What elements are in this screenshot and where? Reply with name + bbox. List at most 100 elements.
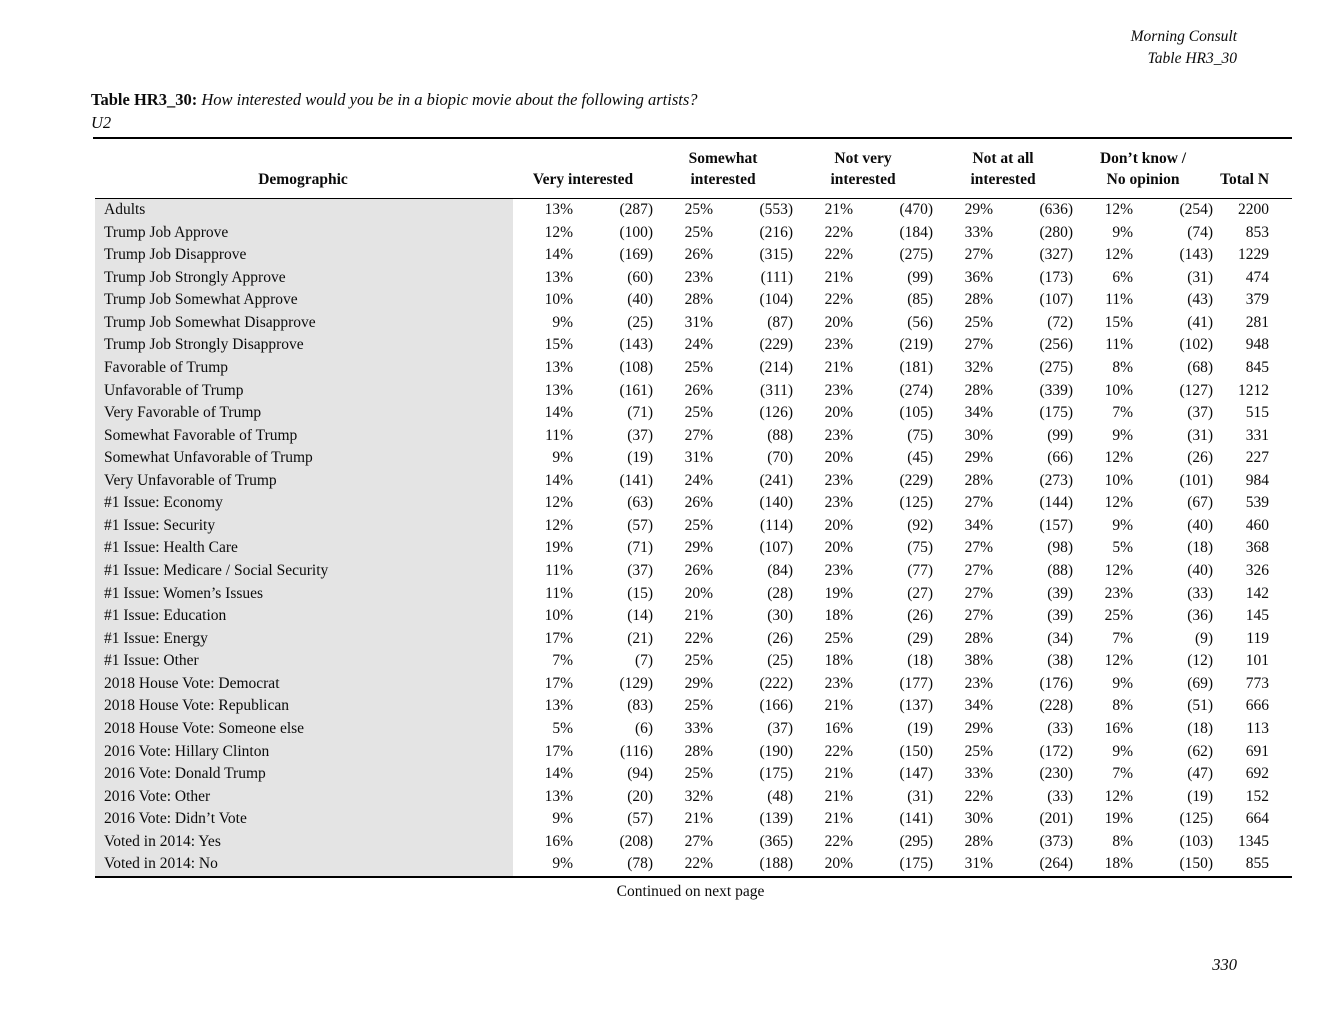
row-percent: 21% bbox=[824, 787, 854, 805]
row-count: (85) bbox=[907, 291, 934, 309]
row-count: (241) bbox=[759, 471, 794, 489]
row-count: (9) bbox=[1194, 629, 1214, 647]
row-total-n: 460 bbox=[1245, 516, 1270, 534]
row-count: (28) bbox=[767, 584, 794, 602]
row-percent: 14% bbox=[544, 246, 573, 264]
row-percent: 25% bbox=[684, 201, 714, 218]
row-percent: 22% bbox=[964, 787, 994, 805]
row-percent: 23% bbox=[824, 562, 854, 579]
row-percent: 14% bbox=[544, 404, 573, 422]
table-row: 2016 Vote: Other 13% (20) 32% (48) 21% (31) 22%… bbox=[91, 785, 1292, 809]
row-count: (339) bbox=[1039, 381, 1074, 399]
row-percent: 26% bbox=[684, 381, 714, 399]
row-count: (29) bbox=[907, 629, 934, 647]
row-count: (98) bbox=[1047, 539, 1074, 557]
row-percent: 13% bbox=[544, 787, 573, 805]
row-count: (107) bbox=[759, 539, 794, 557]
row-percent: 21% bbox=[684, 607, 714, 625]
table-row: #1 Issue: Women’s Issues 11% (15) 20% (28) 19… bbox=[91, 582, 1292, 606]
row-count: (103) bbox=[1179, 832, 1214, 850]
row-percent: 20% bbox=[824, 539, 854, 557]
row-count: (229) bbox=[899, 471, 934, 489]
row-percent: 28% bbox=[964, 291, 994, 309]
row-demographic: #1 Issue: Energy bbox=[91, 627, 513, 651]
table-row: 2018 House Vote: Democrat 17% (129) 29% (222… bbox=[91, 672, 1292, 696]
row-count: (144) bbox=[1039, 494, 1074, 512]
row-percent: 27% bbox=[964, 562, 994, 579]
row-total-n: 692 bbox=[1245, 765, 1270, 783]
row-percent: 25% bbox=[824, 629, 854, 647]
row-count: (219) bbox=[899, 336, 934, 354]
row-percent: 13% bbox=[544, 358, 573, 376]
row-count: (62) bbox=[1187, 742, 1214, 760]
row-count: (43) bbox=[1187, 291, 1214, 309]
row-count: (31) bbox=[907, 787, 934, 805]
row-percent: 23% bbox=[824, 336, 854, 354]
row-count: (39) bbox=[1047, 607, 1074, 625]
row-percent: 7% bbox=[1112, 765, 1134, 783]
row-percent: 22% bbox=[824, 223, 854, 241]
row-count: (6) bbox=[634, 719, 654, 737]
row-percent: 9% bbox=[1112, 223, 1134, 241]
row-count: (228) bbox=[1039, 697, 1074, 715]
row-count: (169) bbox=[619, 246, 654, 264]
row-percent: 25% bbox=[684, 404, 714, 422]
row-demographic: 2016 Vote: Didn’t Vote bbox=[91, 808, 513, 831]
row-percent: 32% bbox=[684, 787, 714, 805]
row-percent: 29% bbox=[684, 539, 714, 557]
row-count: (275) bbox=[899, 246, 934, 264]
row-total-n: 853 bbox=[1245, 223, 1270, 241]
row-percent: 27% bbox=[964, 336, 994, 354]
table-row: Trump Job Approve 12% (100) 25% (216) 22% (184… bbox=[91, 221, 1292, 245]
row-total-n: 855 bbox=[1245, 855, 1270, 873]
row-percent: 21% bbox=[824, 810, 854, 828]
row-percent: 27% bbox=[964, 539, 994, 557]
row-count: (72) bbox=[1047, 313, 1074, 331]
row-count: (190) bbox=[759, 742, 794, 760]
row-demographic: #1 Issue: Other bbox=[91, 650, 513, 673]
row-total-n: 845 bbox=[1245, 358, 1270, 376]
row-percent: 16% bbox=[824, 719, 854, 737]
row-count: (19) bbox=[627, 449, 654, 467]
row-count: (107) bbox=[1039, 291, 1074, 309]
row-count: (99) bbox=[907, 268, 934, 286]
row-count: (19) bbox=[1187, 787, 1214, 805]
row-percent: 12% bbox=[1104, 246, 1134, 264]
row-percent: 6% bbox=[1112, 268, 1134, 286]
row-percent: 23% bbox=[824, 471, 854, 489]
table-row: Somewhat Favorable of Trump 11% (37) 27% (88… bbox=[91, 424, 1292, 448]
row-total-n: 948 bbox=[1245, 336, 1270, 354]
row-count: (18) bbox=[1187, 719, 1214, 737]
row-percent: 15% bbox=[544, 336, 573, 354]
row-count: (26) bbox=[767, 629, 794, 647]
row-percent: 23% bbox=[824, 426, 854, 444]
row-percent: 20% bbox=[824, 449, 854, 467]
row-percent: 29% bbox=[684, 674, 714, 692]
row-count: (57) bbox=[627, 810, 654, 828]
row-count: (102) bbox=[1179, 336, 1214, 354]
row-percent: 5% bbox=[1112, 539, 1134, 557]
row-count: (66) bbox=[1047, 449, 1074, 467]
row-percent: 27% bbox=[684, 426, 714, 444]
row-percent: 21% bbox=[824, 358, 854, 376]
row-percent: 26% bbox=[684, 494, 714, 512]
table-row: #1 Issue: Security 12% (57) 25% (114) 20% (92)… bbox=[91, 514, 1292, 538]
row-count: (181) bbox=[899, 358, 934, 376]
row-percent: 18% bbox=[824, 607, 854, 625]
table-row: Unfavorable of Trump 13% (161) 26% (311) 23% (… bbox=[91, 379, 1292, 403]
row-percent: 17% bbox=[544, 629, 573, 647]
row-count: (143) bbox=[619, 336, 654, 354]
table-row: Trump Job Strongly Disapprove 15% (143) 24%… bbox=[91, 334, 1292, 357]
table-title-question: How interested would you be in a biopic … bbox=[201, 90, 698, 109]
row-percent: 31% bbox=[684, 313, 714, 331]
row-percent: 16% bbox=[544, 832, 573, 850]
table-row: 2018 House Vote: Someone else 5% (6) 33% (37… bbox=[91, 717, 1292, 741]
row-percent: 21% bbox=[824, 268, 854, 286]
row-percent: 10% bbox=[544, 291, 573, 309]
row-percent: 25% bbox=[684, 223, 714, 241]
row-count: (273) bbox=[1039, 471, 1074, 489]
row-count: (264) bbox=[1039, 855, 1074, 873]
row-demographic: Trump Job Disapprove bbox=[91, 244, 513, 267]
row-percent: 17% bbox=[544, 674, 573, 692]
row-percent: 31% bbox=[684, 449, 714, 467]
